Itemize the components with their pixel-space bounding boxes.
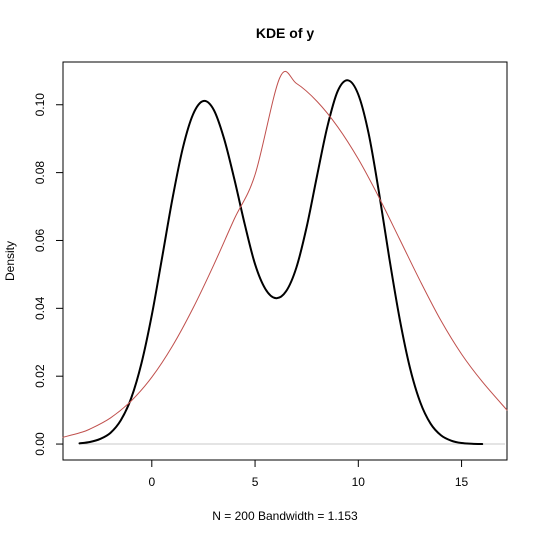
x-tick-label: 15: [455, 475, 469, 489]
y-tick-label: 0.04: [33, 296, 47, 320]
kde-density-line: [78, 79, 484, 446]
y-tick-label: 0.06: [33, 228, 47, 252]
x-tick-label: 0: [148, 475, 155, 489]
normal-reference-line: [62, 71, 508, 438]
y-tick-label: 0.08: [33, 161, 47, 185]
y-tick-label: 0.02: [33, 364, 47, 388]
plot-frame: [62, 61, 508, 461]
x-tick-label: 10: [352, 475, 366, 489]
x-axis-label: N = 200 Bandwidth = 1.153: [212, 509, 358, 523]
x-axis: 0 5 10 15: [148, 460, 469, 489]
y-axis: 0.00 0.02 0.04 0.06 0.08 0.10: [33, 93, 63, 456]
x-tick-label: 5: [252, 475, 259, 489]
y-tick-label: 0.10: [33, 93, 47, 117]
density-curves: [62, 71, 508, 446]
y-axis-label: Density: [3, 241, 17, 281]
y-tick-label: 0.00: [33, 432, 47, 456]
chart-title: KDE of y: [256, 25, 315, 41]
